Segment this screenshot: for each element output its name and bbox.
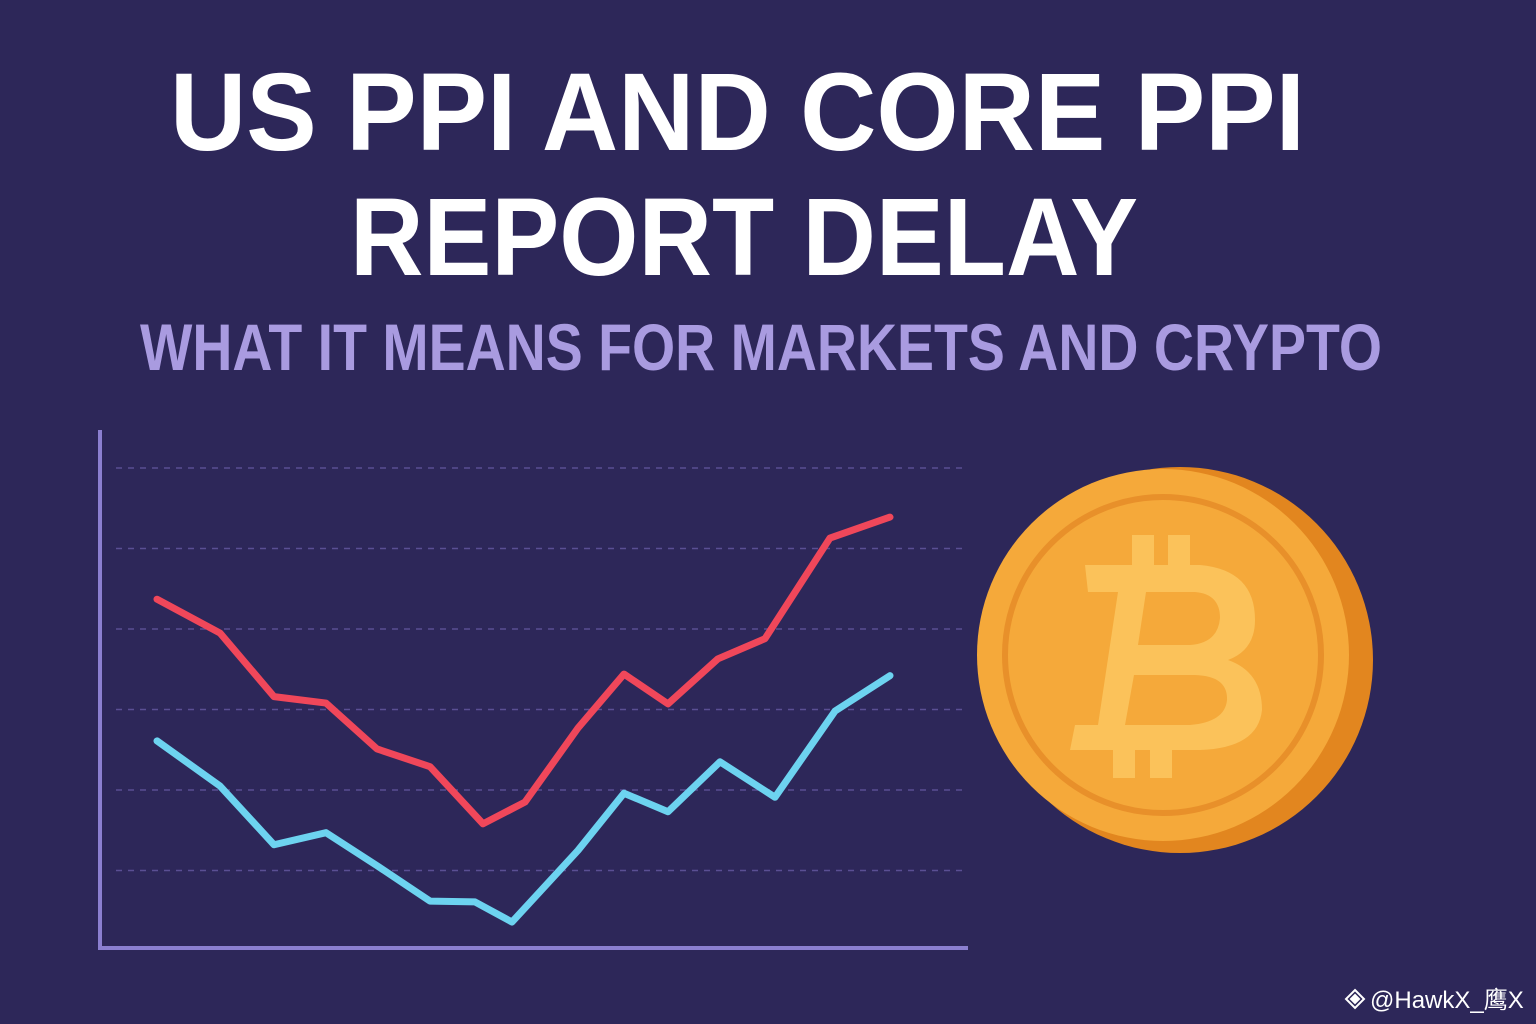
symbol-body [1070, 565, 1262, 750]
watermark-icon [1344, 988, 1366, 1010]
title-line: REPORT DELAY [350, 176, 1138, 299]
line-series [153, 672, 894, 926]
bitcoin-coin [977, 467, 1373, 853]
title-line: US PPI AND CORE PPI [170, 51, 1305, 174]
watermark: @HawkX_鹰X [1370, 987, 1524, 1014]
icon [1349, 993, 1361, 1005]
coin-ring [1002, 494, 1324, 816]
icon [1344, 988, 1366, 1010]
line-series [153, 513, 894, 828]
subtitle: WHAT IT MEANS FOR MARKETS AND CRYPTO [140, 310, 1382, 384]
chart [98, 430, 968, 950]
bitcoin-symbol [1070, 535, 1262, 778]
